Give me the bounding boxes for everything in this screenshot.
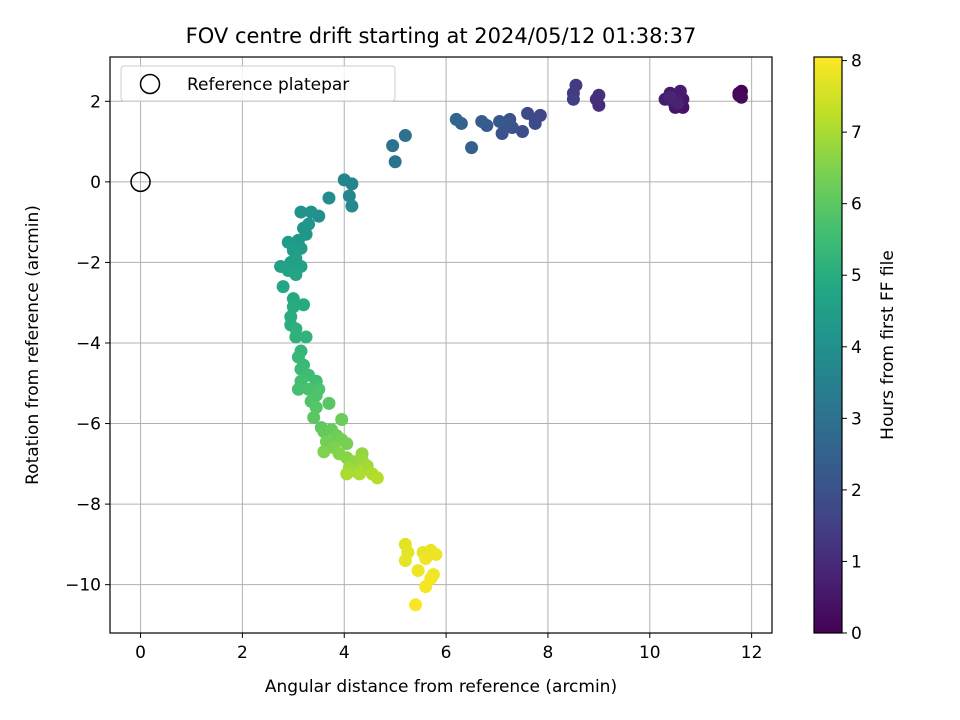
x-axis-label: Angular distance from reference (arcmin) xyxy=(265,677,617,697)
plot-frame xyxy=(109,56,773,634)
x-tick-label: 12 xyxy=(741,643,763,663)
colorbar-tick-label: 7 xyxy=(851,123,862,143)
data-point xyxy=(294,205,308,219)
data-point xyxy=(370,471,384,485)
data-point xyxy=(304,205,318,219)
data-point xyxy=(345,199,359,213)
data-point xyxy=(340,467,354,481)
data-point xyxy=(495,127,509,141)
colorbar-tick-label: 6 xyxy=(851,195,862,215)
data-point xyxy=(322,396,336,410)
legend-box xyxy=(120,65,396,102)
data-point xyxy=(317,445,331,459)
data-point xyxy=(299,330,313,344)
data-point xyxy=(515,125,529,139)
data-point xyxy=(419,551,433,565)
y-tick-label: −10 xyxy=(65,576,101,596)
y-tick-label: −6 xyxy=(76,415,101,435)
data-point xyxy=(286,300,300,314)
data-point xyxy=(419,580,433,594)
data-point xyxy=(388,155,402,169)
data-point xyxy=(592,88,606,102)
data-point xyxy=(322,191,336,205)
colorbar-tick-label: 0 xyxy=(851,624,862,644)
data-point xyxy=(409,598,423,612)
data-point xyxy=(566,92,580,106)
colorbar-tick-label: 3 xyxy=(851,409,862,429)
y-tick-label: −4 xyxy=(76,334,101,354)
data-point xyxy=(734,90,748,104)
data-point xyxy=(342,189,356,203)
colorbar-ticks: 0 1 2 3 4 5 6 7 8 xyxy=(842,52,862,644)
data-point xyxy=(289,268,303,282)
data-point xyxy=(493,114,507,128)
colorbar: 0 1 2 3 4 5 6 7 8 Hours from first FF file xyxy=(813,52,898,644)
legend: Reference platepar xyxy=(120,65,396,102)
legend-reference-marker xyxy=(139,73,161,95)
y-tick-label: 2 xyxy=(90,92,101,112)
data-point xyxy=(673,84,687,98)
data-point xyxy=(521,106,535,120)
colorbar-tick-label: 1 xyxy=(851,552,862,572)
x-tick-label: 6 xyxy=(441,643,452,663)
x-tick-label: 0 xyxy=(135,643,146,663)
data-point xyxy=(309,400,323,414)
x-tick-label: 8 xyxy=(543,643,554,663)
data-point xyxy=(465,141,479,155)
data-point xyxy=(276,280,290,294)
data-point xyxy=(337,173,351,187)
colorbar-tick-label: 2 xyxy=(851,481,862,501)
data-point xyxy=(449,112,463,126)
data-point xyxy=(291,382,305,396)
legend-label: Reference platepar xyxy=(187,75,349,95)
data-point xyxy=(398,553,412,567)
y-tick-label: 0 xyxy=(90,173,101,193)
x-tick-label: 2 xyxy=(237,643,248,663)
colorbar-tick-label: 8 xyxy=(851,52,862,72)
axes: 0 2 4 6 8 10 12 2 0 −2 −4 −6 −8 −10 xyxy=(65,92,762,663)
x-tick-label: 4 xyxy=(339,643,350,663)
data-point xyxy=(475,114,489,128)
data-point xyxy=(398,129,412,143)
data-points xyxy=(274,78,748,612)
data-point xyxy=(353,467,367,481)
x-tick-label: 10 xyxy=(639,643,661,663)
data-point xyxy=(335,413,349,427)
colorbar-label: Hours from first FF file xyxy=(878,250,898,440)
data-point xyxy=(411,564,425,578)
colorbar-gradient xyxy=(813,56,843,634)
data-point xyxy=(429,547,443,561)
colorbar-tick-label: 4 xyxy=(851,338,862,358)
data-point xyxy=(297,298,311,312)
y-tick-label: −2 xyxy=(76,253,101,273)
data-point xyxy=(289,330,303,344)
y-tick-label: −8 xyxy=(76,495,101,515)
plot-area xyxy=(110,57,772,633)
y-axis-label: Rotation from reference (arcmin) xyxy=(23,205,43,485)
colorbar-tick-label: 5 xyxy=(851,266,862,286)
reference-platepar-marker xyxy=(130,171,151,193)
data-point xyxy=(386,139,400,153)
data-point xyxy=(528,116,542,130)
data-point xyxy=(663,90,677,104)
data-point xyxy=(340,437,354,451)
data-point xyxy=(307,411,321,425)
grid-lines xyxy=(110,57,772,633)
chart-title: FOV centre drift starting at 2024/05/12 … xyxy=(186,24,697,48)
